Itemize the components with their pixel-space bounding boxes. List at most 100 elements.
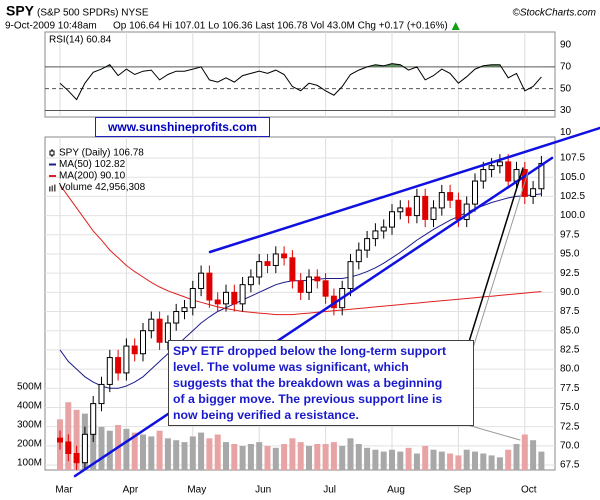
volume-bar — [372, 449, 379, 470]
volume-bar — [140, 434, 146, 470]
y-tick-label: 80.0 — [560, 364, 580, 375]
volume-bar — [73, 409, 80, 470]
y-tick-label: 87.5 — [560, 306, 580, 317]
volume-bar — [355, 444, 362, 470]
legend-swatch — [49, 150, 55, 156]
y-tick-label: 70 — [560, 62, 572, 73]
candle-body — [447, 192, 454, 201]
candle-body — [430, 207, 437, 220]
candle-body — [98, 383, 105, 405]
candle-body — [480, 169, 487, 182]
legend-label: SPY (Daily) 106.78 — [59, 148, 144, 159]
legend-label: Volume 42,956,308 — [59, 182, 146, 193]
candle-body — [131, 345, 138, 355]
candle-body — [206, 272, 213, 301]
candle-body — [413, 195, 420, 217]
volume-bar — [430, 449, 437, 470]
volume-bar — [347, 438, 354, 470]
volume-bar — [380, 451, 387, 470]
y-tick-label: 67.5 — [560, 460, 580, 471]
y-tick-label: 90 — [560, 40, 572, 51]
candle-body — [156, 318, 163, 343]
website-link[interactable]: www.sunshineprofits.com — [95, 117, 270, 137]
y-tick-label: 102.5 — [560, 191, 585, 202]
y-tick-label: 95.0 — [560, 249, 580, 260]
volume-bar — [264, 445, 271, 470]
candle-body — [281, 253, 288, 259]
moving-average — [59, 184, 542, 316]
volume-bar — [538, 451, 545, 470]
credit: ©StockCharts.com — [512, 8, 596, 19]
volume-bar — [438, 451, 445, 470]
candle-body — [405, 207, 412, 217]
symbol: SPY — [6, 3, 35, 19]
annotation-line: SPY ETF dropped below the long-term supp… — [173, 344, 447, 358]
volume-bar — [289, 438, 296, 470]
volume-bar — [123, 428, 130, 470]
quote: Op 106.64 Hi 107.01 Lo 106.36 Last 106.7… — [113, 21, 448, 32]
x-tick-label: Oct — [521, 485, 537, 496]
y-tick-label: 50 — [560, 83, 572, 94]
candle-body — [256, 261, 263, 278]
volume-bar — [472, 451, 478, 470]
volume-bar — [90, 423, 97, 470]
candle-body — [73, 452, 80, 464]
y-tick-label: 30 — [560, 105, 572, 116]
candle-body — [181, 307, 188, 313]
volume-bar — [530, 440, 537, 470]
volume-bar — [247, 444, 254, 470]
volume-bar — [98, 426, 105, 470]
trendlines — [73, 126, 600, 478]
resistance-line — [208, 126, 600, 254]
x-tick-label: Jun — [255, 485, 271, 496]
candle-body — [488, 165, 495, 171]
volume-bar — [521, 434, 528, 470]
x-tick-label: Apr — [123, 485, 139, 496]
candle-body — [189, 287, 196, 309]
candle-body — [347, 261, 354, 289]
legend-swatch — [51, 185, 54, 192]
annotation-line: of a bigger move. The previous support l… — [173, 392, 443, 406]
volume-bar — [239, 445, 246, 470]
volume-bar — [223, 442, 229, 470]
volume-tick-label: 400M — [17, 401, 42, 412]
volume-bar — [330, 442, 337, 470]
legend-label: MA(200) 90.10 — [59, 171, 126, 182]
candle-body — [247, 276, 254, 286]
candle-body — [496, 161, 503, 167]
candle-body — [355, 249, 362, 263]
volume-bar — [181, 442, 188, 470]
candle-body — [289, 257, 296, 282]
y-tick-label: 82.5 — [560, 345, 580, 356]
candle-body — [115, 357, 122, 374]
candle-body — [81, 433, 88, 464]
y-tick-label: 77.5 — [560, 383, 580, 394]
candle-body — [214, 299, 221, 305]
candle-body — [314, 276, 321, 282]
pointer-line — [463, 423, 521, 441]
volume-bar — [214, 434, 221, 470]
volume-bar — [297, 442, 304, 470]
candle-body — [65, 441, 72, 454]
volume-bar — [131, 432, 138, 470]
volume-bar — [463, 449, 470, 470]
support-line — [73, 156, 554, 478]
candle-body — [272, 253, 279, 266]
candle-body — [57, 437, 63, 443]
candle-body — [297, 280, 304, 293]
candle-body — [505, 161, 512, 182]
rsi-label: RSI(14) 60.84 — [49, 35, 112, 46]
candle-body — [231, 291, 238, 305]
annotation-line: suggests that the breakdown was a beginn… — [173, 376, 443, 390]
volume-bar — [198, 432, 205, 470]
candle-body — [239, 284, 246, 305]
security-name: (S&P 500 SPDRs) NYSE — [37, 8, 149, 19]
x-tick-label: Jul — [323, 485, 336, 496]
volume-bar — [106, 430, 113, 470]
y-tick-label: 105.0 — [560, 172, 585, 183]
volume-bar — [339, 445, 346, 470]
volume-bar — [422, 445, 429, 470]
volume-bar — [306, 445, 312, 470]
volume-bar — [322, 444, 329, 470]
